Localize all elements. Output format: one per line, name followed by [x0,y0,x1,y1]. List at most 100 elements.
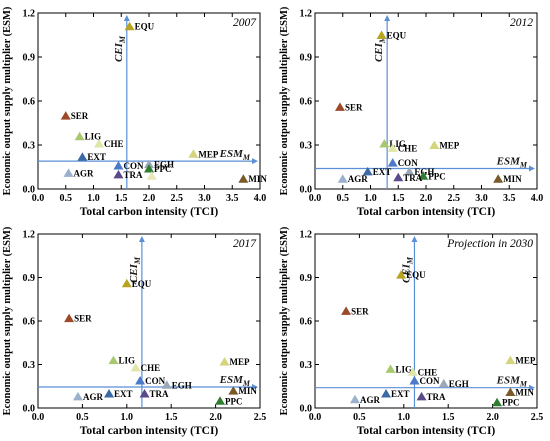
esm-label-sub: M [242,379,251,388]
esm-label-main: ESM [219,374,244,386]
y-tick-label: 1.2 [300,9,313,20]
point-ppc-triangle [215,396,226,405]
x-tick-label: 1.0 [364,193,377,204]
point-label-con: CON [145,376,166,386]
point-label-equ: EQU [132,279,152,289]
y-tick-label: 0.0 [300,404,313,415]
x-tick-label: 1.0 [87,193,100,204]
point-egh-triangle [438,378,449,388]
y-tick-label: 1.2 [23,9,36,20]
point-label-lig: LIG [118,356,135,366]
chart-panel-1: 0.0 0.5 1.0 1.5 2.0 2.5 3.0 3.5 4.0 0.0 0.3 0.6 0.9 1… [2,6,267,218]
point-label-mep: MEP [439,141,459,151]
x-tick-label: 3.0 [198,193,211,204]
point-label-ser: SER [351,306,369,316]
point-label-agr: AGR [83,392,104,402]
esm-label: ESMM [496,375,528,389]
x-tick-label: 0.5 [76,412,89,423]
x-tick-label: 2.0 [209,412,222,423]
point-label-ppc: PPC [502,398,520,408]
point-label-min: MIN [503,174,522,184]
point-label-ext: EXT [114,389,133,399]
x-tick-label: 0.0 [309,193,322,204]
cei-label-main: CEI [373,42,385,62]
cei-label: CEIM [373,35,387,62]
x-tick-label: 0.5 [337,193,350,204]
cei-label-sub: M [378,35,387,44]
point-label-ser: SER [74,314,92,324]
point-con-triangle [113,161,124,170]
point-lig-triangle [379,139,390,148]
point-label-che: CHE [141,363,161,373]
x-tick-label: 2.0 [486,412,499,423]
point-egh-triangle [161,380,172,389]
esm-label-main: ESM [496,375,521,387]
point-label-ser: SER [345,102,363,112]
cei-arrow-icon [411,236,418,242]
x-tick-label: 2.5 [531,412,544,423]
y-axis-label: Economic output supply multiplier (ESM) [279,6,290,195]
point-che-triangle [407,367,418,376]
y-axis-label: Economic output supply multiplier (ESM) [279,226,290,415]
y-tick-label: 0.6 [300,317,313,328]
point-agr-triangle [349,394,360,404]
esm-arrow-icon [252,383,258,390]
chart-panel-2: 0.0 0.5 1.0 1.5 2.0 2.5 3.0 3.5 4.0 0.0 0.3 0.6 0.9 1… [279,6,543,218]
point-con-triangle [409,375,420,385]
x-tick-label: 0.0 [32,193,45,204]
point-label-egh: EGH [172,380,192,390]
point-lig-triangle [74,131,85,141]
point-label-lig: LIG [395,364,412,374]
point-label-equ: EQU [406,270,426,280]
point-egh-triangle [144,159,154,169]
point-tra-triangle [113,169,124,179]
point-mep-triangle [219,357,230,366]
point-label-agr: AGR [74,168,95,178]
x-tick-label: 3.0 [475,193,488,204]
cei-label-sub: M [405,256,414,265]
point-label-che: CHE [398,143,418,153]
chart-panel-4: 0.0 0.5 1.0 1.5 2.0 2.5 0.0 0.3 0.6 0.9 1.2 Total c… [279,226,543,437]
cei-label: CEIM [113,35,127,62]
point-ext-triangle [77,152,88,161]
point-label-mep: MEP [515,356,535,366]
x-axis-label: Total carbon intensity (TCI) [80,425,219,437]
esm-arrow-icon [252,158,258,165]
point-label-mep: MEP [198,149,218,159]
point-label-con: CON [123,161,144,171]
y-tick-label: 0.3 [23,141,36,152]
esm-label: ESMM [219,374,251,388]
point-label-agr: AGR [348,174,369,184]
point-label-lig: LIG [389,139,406,149]
y-tick-label: 0.9 [300,273,313,284]
point-egh-triangle [404,166,415,176]
point-label-ext: EXT [391,389,410,399]
y-tick-label: 0.6 [23,97,36,108]
cei-label-sub: M [118,35,127,44]
panel-title: 2007 [233,17,257,29]
x-tick-label: 0.0 [32,412,45,423]
y-tick-label: 0.3 [23,360,36,371]
x-tick-label: 1.5 [442,412,455,423]
y-tick-label: 0.6 [300,97,313,108]
cei-label-main: CEI [113,42,125,62]
point-label-con: CON [398,158,419,168]
point-label-tra: TRA [150,389,170,399]
point-label-ext: EXT [373,167,392,177]
point-label-tra: TRA [427,392,447,402]
chart-panel-3: 0.0 0.5 1.0 1.5 2.0 2.5 0.0 0.3 0.6 0.9 1.2 Total c… [2,226,266,437]
point-min-triangle [505,387,516,397]
y-tick-label: 0.0 [23,404,36,415]
point-lig-triangle [108,355,119,365]
point-label-lig: LIG [85,132,102,142]
y-axis-label: Economic output supply multiplier (ESM) [2,6,13,195]
esm-arrow-icon [529,384,535,391]
point-ser-triangle [334,102,345,111]
x-tick-label: 2.5 [171,193,184,204]
x-tick-label: 0.0 [309,412,322,423]
point-min-triangle [238,174,249,183]
point-label-agr: AGR [360,395,381,405]
x-axis-label: Total carbon intensity (TCI) [80,206,219,218]
y-tick-label: 0.3 [300,360,313,371]
